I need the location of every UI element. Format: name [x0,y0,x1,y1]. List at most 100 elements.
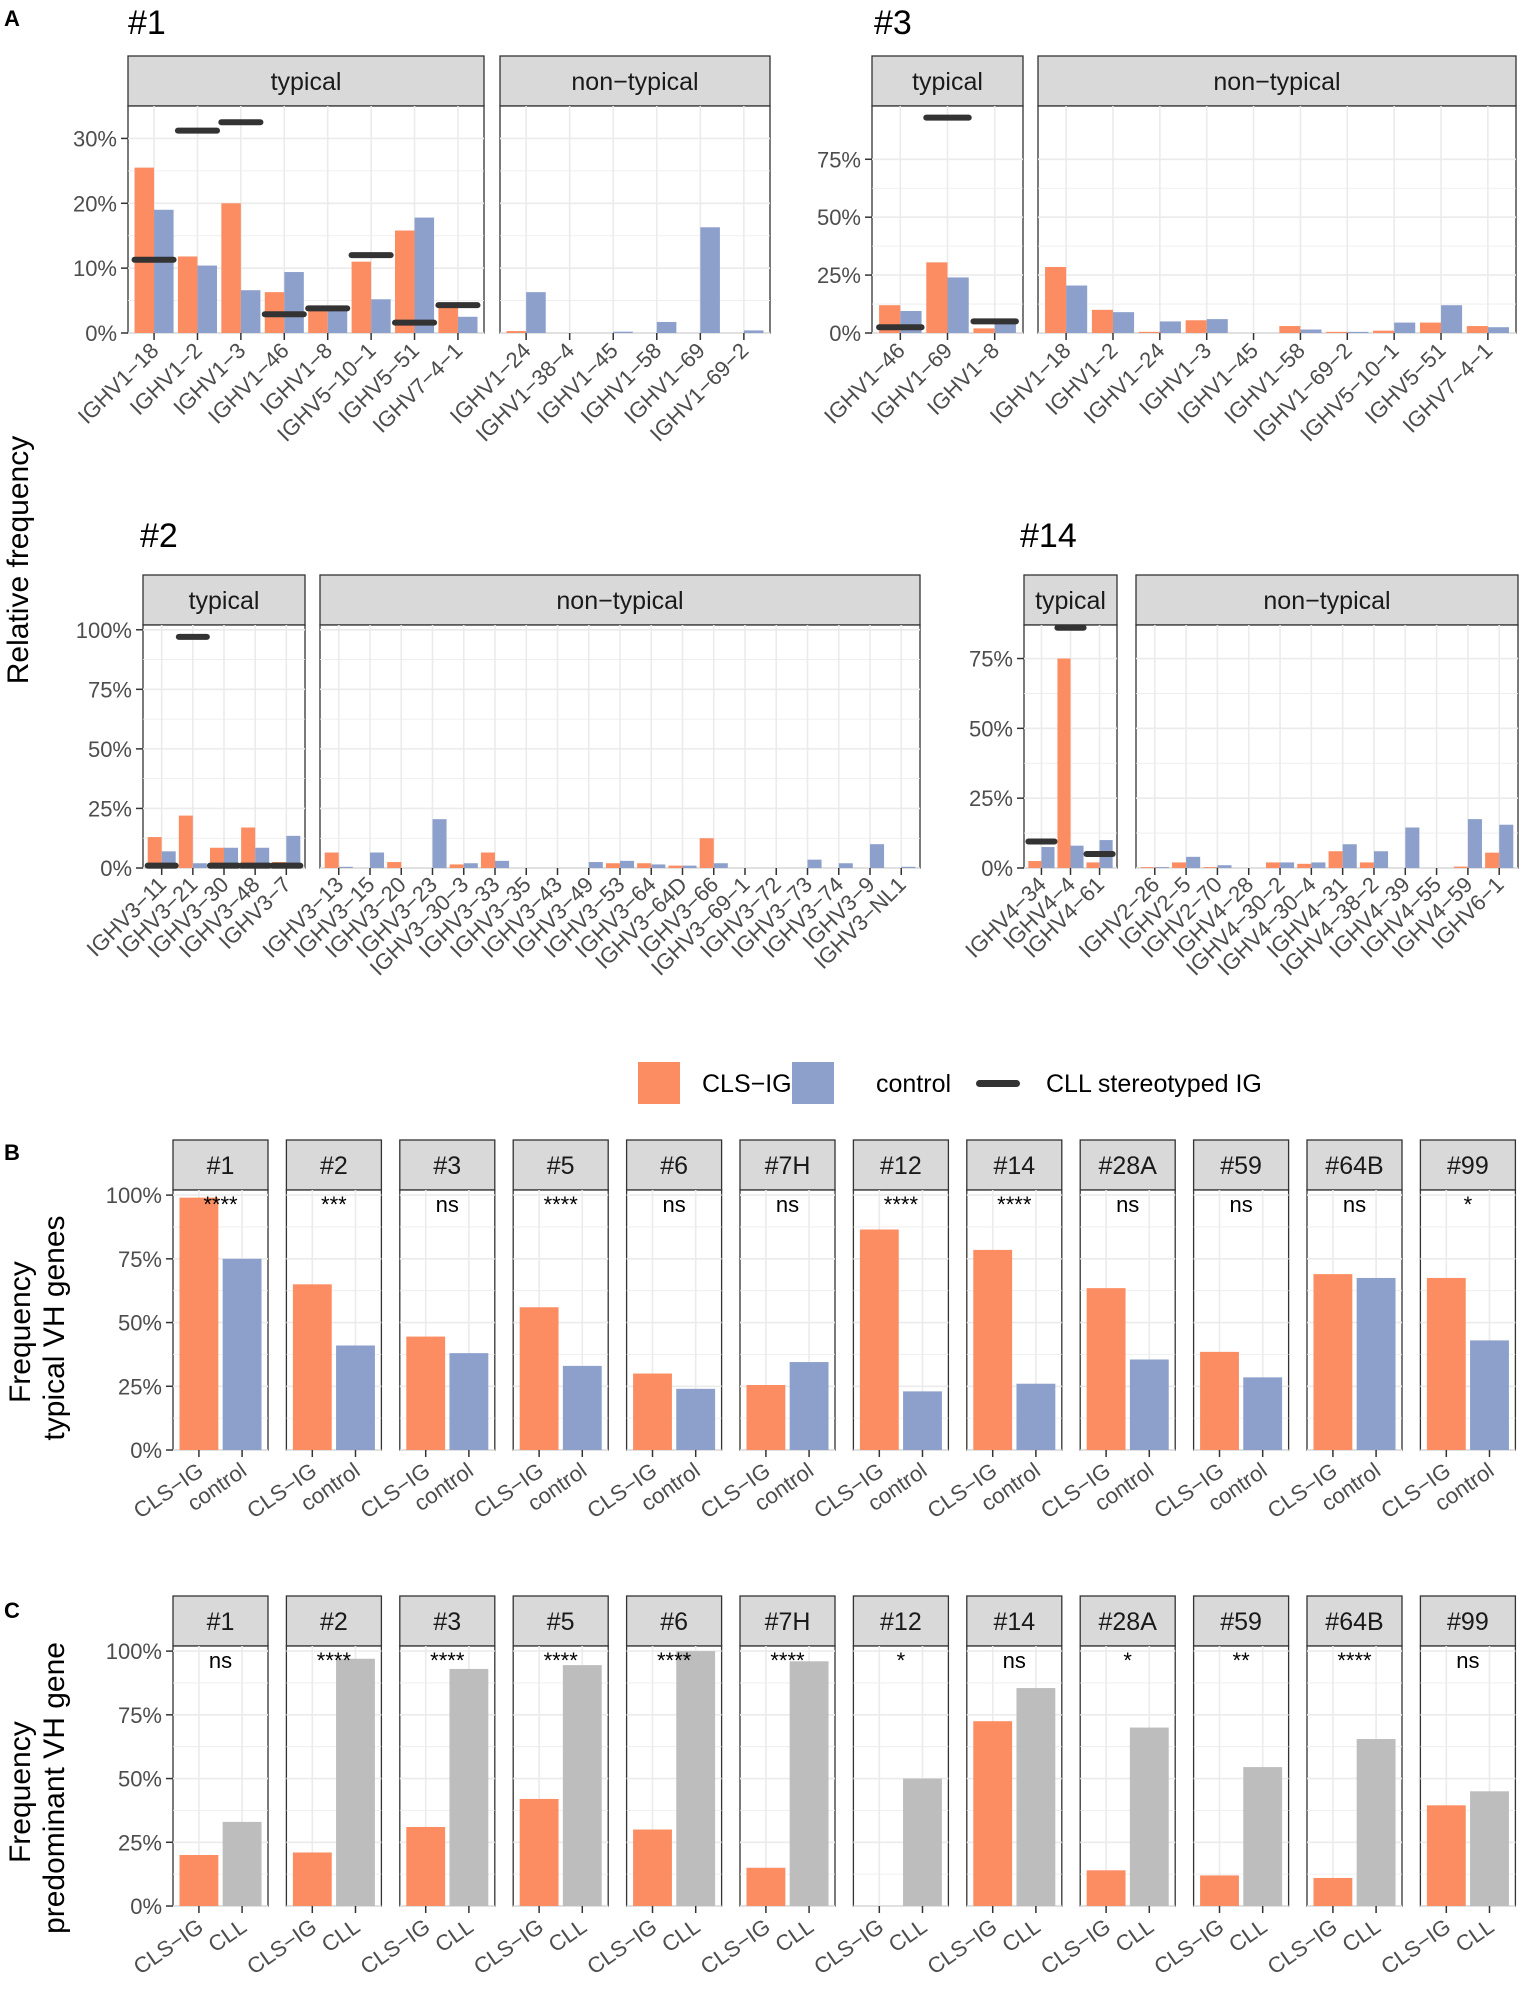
bar-control-ighv1-8 [327,308,348,333]
x-tick-label: CLS−IG [696,1914,775,1980]
bar-control-ighv1-69 [700,227,720,333]
bar-control-64b [1356,1277,1396,1450]
x-tick-label: CLS−IG [1036,1914,1115,1980]
y-tick-label: 50% [969,716,1013,741]
y-tick-label: 75% [969,647,1013,672]
bar-cls-ig-6 [633,1829,672,1906]
bar-control-ighv1-58 [656,321,677,333]
bar-cls-ig-ighv4-31 [1328,851,1343,868]
significance-label: ns [662,1192,685,1217]
facet-strip-label: #5 [547,1152,575,1180]
chart-c: 0%25%50%75%100%#1nsCLS−IGCLL#2****CLS−IG… [106,1595,1517,1980]
bar-control-7h [789,1362,829,1450]
facet-strip [1192,1139,1290,1191]
bar-control-5 [562,1365,602,1450]
bar-cls-ig-99 [1426,1277,1466,1450]
bar-cls-ig-ighv1-69 [926,262,948,333]
significance-label: ns [1116,1192,1139,1217]
y-tick-label: 0% [130,1438,162,1463]
chart-title-a1: #1 [128,4,166,42]
x-tick-label: CLL [1224,1914,1271,1958]
bar-cls-ig-99 [1426,1805,1466,1906]
bar-control-ighv3-66 [713,863,728,868]
significance-label: * [897,1648,906,1673]
bar-control-ighv2-5 [1186,856,1201,868]
bar-control-ighv7-4-1 [1487,327,1509,333]
facet-strip-label: #7H [765,1152,811,1180]
bar-cls-ig-2 [292,1852,332,1906]
x-tick-label: CLL [204,1914,251,1958]
y-tick-label: 100% [106,1639,162,1664]
bar-control-ighv1-18 [154,209,174,333]
x-tick-label: CLL [1451,1914,1498,1958]
bar-control-14 [1016,1383,1056,1450]
significance-label: *** [321,1192,347,1217]
y-axis-title-b-line1: Frequency [4,1261,37,1403]
x-tick-label: CLL [884,1914,931,1958]
bar-control-ighv6-1 [1499,824,1514,868]
bar-cls-ig-ighv5-51 [395,230,415,333]
y-tick-label: 50% [118,1311,162,1336]
bar-cls-ig-ighv1-24 [1138,331,1160,333]
bar-cls-ig-ighv1-2 [177,256,198,333]
y-tick-label: 0% [130,1894,162,1919]
facet-strip-label: #99 [1447,1608,1489,1636]
bar-control-1 [222,1258,262,1450]
bar-control-ighv1-2 [197,265,217,333]
bar-control-ighv3-53 [620,860,635,868]
legend-key-control [792,1062,834,1104]
y-tick-label: 75% [118,1247,162,1272]
x-tick-label: CLS−IG [1263,1914,1342,1980]
facet-strip [1306,1139,1403,1191]
chart-a3: #3 0% 25% 50% 75%typicalIGHV1−46IGHV1−69IGHV… [817,4,1517,446]
bar-cll-1 [222,1821,262,1906]
bar-control-ighv3-7 [286,835,301,868]
bar-cls-ig-ighv3-30-3 [449,864,464,868]
bar-cls-ig-ighv1-58 [1279,326,1301,333]
significance-label: ns [436,1192,459,1217]
facet-strip [285,1595,383,1647]
significance-label: ns [1343,1192,1366,1217]
bar-control-6 [676,1388,716,1450]
bar-cls-ig-ighv7-4-1 [1466,326,1488,333]
x-tick-label: CLS−IG [809,1914,888,1980]
bar-control-ighv5-10-1 [1394,322,1416,333]
bar-cls-ig-ighv4-38-2 [1359,862,1374,868]
bar-cll-6 [676,1651,716,1906]
bar-cll-3 [449,1668,489,1906]
legend: CLS−IG control CLL stereotyped IG [638,1062,1262,1104]
facet-strip-label: #6 [660,1608,688,1636]
bar-cls-ig-ighv3-21 [178,815,193,868]
x-tick-label: CLS−IG [469,1914,548,1980]
y-axis-title-c-line1: Frequency [4,1721,37,1863]
bar-control-ighv3-64 [651,864,666,868]
bar-cls-ig-ighv1-8 [973,328,995,333]
bar-control-ighv4-31 [1342,844,1357,868]
bar-control-ighv1-8 [994,321,1016,333]
facet-strip-label: #5 [547,1608,575,1636]
bar-cls-ig-ighv2-70 [1203,867,1218,868]
bar-control-ighv4-59 [1467,819,1482,868]
facet-strip [319,574,921,626]
bar-cls-ig-6 [633,1373,672,1450]
facet-panel [1135,624,1519,869]
facet-a1-typical: typicalIGHV1−18IGHV1−2IGHV1−3IGHV1−46IGH… [73,55,485,446]
facet-strip [399,1595,496,1647]
y-tick-label: 0% [981,856,1013,881]
significance-label: **** [203,1192,238,1217]
facet-strip-label: #14 [993,1608,1035,1636]
significance-label: ns [1229,1192,1252,1217]
bar-control-ighv4-30-2 [1280,862,1295,868]
chart-title-a14: #14 [1020,517,1077,555]
significance-label: **** [657,1648,692,1673]
y-axis-title-c: Frequency predominant VH gene [4,1642,71,1934]
bar-control-ighv1-24 [526,292,546,333]
bar-control-ighv5-51 [414,217,435,333]
significance-label: ns [776,1192,799,1217]
facet-strip-label: #12 [880,1152,922,1180]
facet-panel [1037,105,1517,334]
bar-control-ighv5-10-1 [371,299,391,333]
